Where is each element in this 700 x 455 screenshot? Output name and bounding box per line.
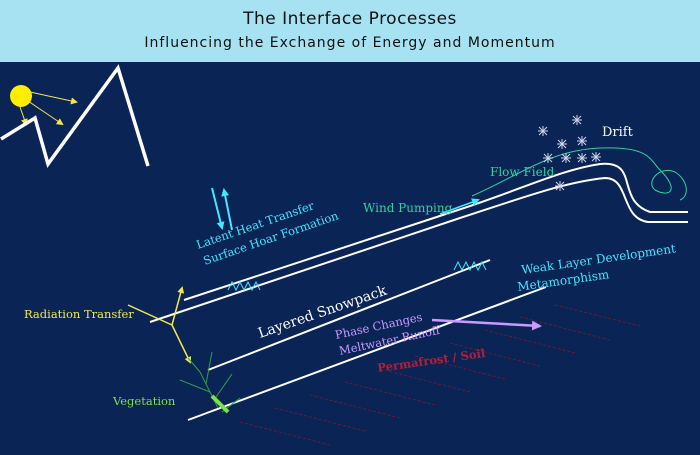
- weak-layer-icon: [453, 260, 487, 272]
- snow-surface: [149, 162, 688, 323]
- page-title: The Interface Processes: [243, 9, 457, 29]
- page-subtitle: Influencing the Exchange of Energy and M…: [144, 35, 556, 51]
- mountain-icon: [0, 64, 150, 168]
- sun-icon: [10, 85, 32, 107]
- snowpack-layers: [187, 259, 547, 421]
- wind-pumping-arrow: [439, 198, 480, 215]
- radiation-rays: [127, 286, 191, 364]
- permafrost-hatching: [239, 304, 641, 446]
- latent-heat-arrows: [211, 187, 233, 231]
- phase-change-arrow: [431, 318, 542, 331]
- vegetation-label: Vegetation: [112, 394, 176, 408]
- drift-label: Drift: [602, 125, 634, 140]
- permafrost-label: Permafrost / Soil: [376, 346, 486, 375]
- snowflake-icon: [538, 115, 601, 191]
- flow-field-icon: [471, 147, 687, 201]
- radiation-transfer-label: Radiation Transfer: [24, 307, 134, 321]
- wind-pumping-label: Wind Pumping: [363, 201, 453, 215]
- surface-hoar-icon: [227, 280, 261, 292]
- flow-field-label: Flow Field: [490, 165, 555, 179]
- sun-rays: [19, 91, 78, 126]
- title-band: The Interface Processes Influencing the …: [0, 0, 700, 62]
- grass-icon: [179, 351, 241, 413]
- vegetation-highlight: [210, 394, 230, 414]
